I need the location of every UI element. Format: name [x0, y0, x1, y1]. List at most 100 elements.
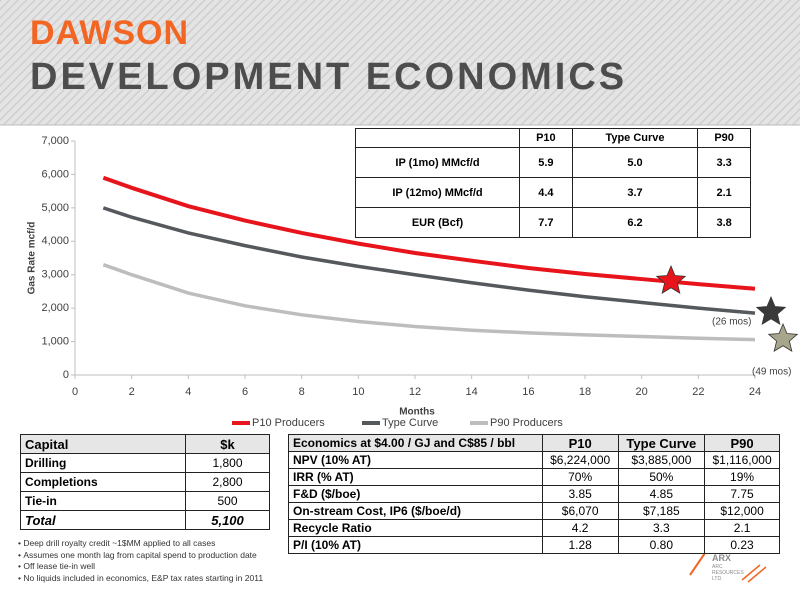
table-cell: $3,885,000 [617, 451, 706, 469]
table-cell: 19% [704, 468, 780, 486]
table-row: IP (1mo) MMcf/d 5.9 5.0 3.3 [355, 147, 751, 178]
table-cell: $7,185 [617, 502, 706, 520]
x-tick-label: 6 [242, 386, 248, 398]
legend-label: P10 Producers [252, 417, 325, 429]
y-tick-label: 3,000 [41, 269, 69, 281]
x-tick-label: 18 [579, 386, 591, 398]
table-row: IP (12mo) MMcf/d 4.4 3.7 2.1 [355, 177, 751, 208]
table-cell: 7.75 [704, 485, 780, 503]
x-tick-label: 10 [352, 386, 364, 398]
table-cell: 3.8 [697, 207, 751, 238]
table-cell: 0.80 [617, 536, 706, 554]
series-line [102, 206, 756, 315]
table-cell: 4.4 [519, 177, 573, 208]
table-row: Recycle Ratio 4.2 3.3 2.1 [288, 519, 780, 537]
table-cell: 6.2 [571, 207, 699, 238]
table-cell: 3.85 [541, 485, 619, 503]
rate-table: P10 Type Curve P90 IP (1mo) MMcf/d 5.9 5.0 3.3… [355, 128, 751, 238]
series-line [102, 263, 756, 342]
table-cell: 500 [185, 491, 270, 511]
y-axis-title: Gas Rate mcf/d [27, 222, 38, 295]
table-cell: 4.2 [541, 519, 619, 537]
x-tick-label: 12 [409, 386, 421, 398]
row-label: Drilling [19, 453, 187, 473]
table-row: EUR (Bcf) 7.7 6.2 3.8 [355, 207, 751, 238]
column-header: Capital [19, 434, 187, 454]
row-label: IRR (% AT) [288, 468, 543, 486]
legend-label: P90 Producers [490, 417, 563, 429]
table-cell: 2,800 [185, 472, 270, 492]
row-label: IP (12mo) MMcf/d [355, 177, 520, 208]
table-cell: 3.3 [617, 519, 706, 537]
table-cell: 3.3 [697, 147, 751, 178]
row-label: Completions [19, 472, 187, 492]
table-row: On-stream Cost, IP6 ($/boe/d) $6,070 $7,18… [288, 502, 780, 520]
x-axis-title: Months [399, 407, 435, 418]
logo-mark [689, 552, 767, 583]
table-cell: 7.7 [519, 207, 573, 238]
row-label: P/I (10% AT) [288, 536, 543, 554]
economics-table: Economics at $4.00 / GJ and C$85 / bbl P1… [288, 434, 780, 554]
column-header: Economics at $4.00 / GJ and C$85 / bbl [288, 434, 543, 452]
title: DAWSON [30, 14, 189, 52]
y-tick-label: 7,000 [41, 135, 69, 147]
y-tick-label: 0 [63, 369, 69, 381]
subtitle: DEVELOPMENT ECONOMICS [30, 56, 628, 98]
table-row: P/I (10% AT) 1.28 0.80 0.23 [288, 536, 780, 554]
column-header: $k [185, 434, 270, 454]
table-cell: 5.9 [519, 147, 573, 178]
header-band [0, 0, 800, 125]
note: Off lease tie-in well [18, 561, 263, 573]
x-tick-label: 0 [72, 386, 78, 398]
table-cell: 2.1 [697, 177, 751, 208]
annotation: (49 mos) [752, 367, 791, 378]
x-tick-label: 2 [129, 386, 135, 398]
star-marker [767, 322, 799, 352]
table-row: IRR (% AT) 70% 50% 19% [288, 468, 780, 486]
x-tick-label: 24 [749, 386, 761, 398]
table-header-row: P10 Type Curve P90 [355, 128, 751, 148]
row-label: F&D ($/boe) [288, 485, 543, 503]
star-marker [755, 295, 787, 325]
row-label: NPV (10% AT) [288, 451, 543, 469]
table-cell: 1.28 [541, 536, 619, 554]
capital-table: Capital $k Drilling 1,800 Completions 2,800 Ti… [19, 434, 270, 530]
table-cell: 2.1 [704, 519, 780, 537]
row-label: EUR (Bcf) [355, 207, 520, 238]
row-label: IP (1mo) MMcf/d [355, 147, 520, 178]
x-tick-label: 14 [466, 386, 478, 398]
table-cell: $12,000 [704, 502, 780, 520]
row-label: On-stream Cost, IP6 ($/boe/d) [288, 502, 543, 520]
row-label: Tie-in [19, 491, 187, 511]
table-cell: $1,116,000 [704, 451, 780, 469]
legend-label: Type Curve [382, 417, 438, 429]
note: Assumes one month lag from capital spend… [18, 550, 263, 562]
star-marker [655, 264, 687, 294]
table-header-row: Economics at $4.00 / GJ and C$85 / bbl P1… [288, 434, 780, 452]
table-cell: 5.0 [571, 147, 699, 178]
table-cell: 3.7 [571, 177, 699, 208]
row-label: Recycle Ratio [288, 519, 543, 537]
table-cell: 0.23 [704, 536, 780, 554]
x-tick-label: 4 [185, 386, 191, 398]
table-row: Completions 2,800 [19, 472, 270, 492]
column-header: P90 [704, 434, 780, 452]
y-tick-label: 6,000 [41, 168, 69, 180]
x-tick-label: 16 [522, 386, 534, 398]
table-cell: 5,100 [185, 510, 270, 530]
table-header-row: Capital $k [19, 434, 270, 454]
row-label: Total [19, 510, 187, 530]
table-row: NPV (10% AT) $6,224,000 $3,885,000 $1,116,0… [288, 451, 780, 469]
table-cell: 4.85 [617, 485, 706, 503]
table-cell: 1,800 [185, 453, 270, 473]
table-row: Tie-in 500 [19, 491, 270, 511]
x-tick-label: 8 [299, 386, 305, 398]
logo-name: ARX [712, 553, 732, 563]
column-header: P10 [519, 128, 573, 148]
logo-company: ARC RESOURCES LTD. [712, 564, 744, 582]
y-tick-label: 5,000 [41, 202, 69, 214]
column-header: Type Curve [617, 434, 706, 452]
column-header: Type Curve [571, 128, 699, 148]
table-cell: 70% [541, 468, 619, 486]
